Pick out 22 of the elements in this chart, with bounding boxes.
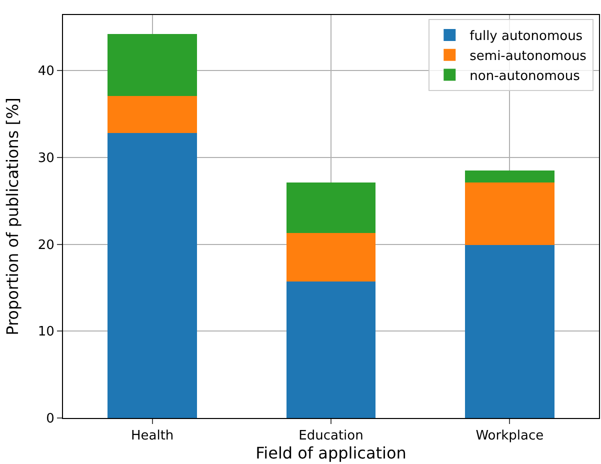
bar xyxy=(286,282,376,418)
bar xyxy=(286,233,376,282)
x-tick-label: Health xyxy=(130,428,174,444)
bar xyxy=(465,170,554,183)
y-tick-label: 0 xyxy=(46,412,54,427)
x-tick-label: Education xyxy=(298,428,364,444)
legend-label: non-autonomous xyxy=(470,68,580,84)
bar xyxy=(108,133,197,418)
bar xyxy=(286,182,376,233)
legend-label: semi-autonomous xyxy=(470,48,587,64)
y-tick-label: 40 xyxy=(38,64,54,80)
y-axis-title: Proportion of publications [%] xyxy=(2,98,22,336)
bar xyxy=(465,245,554,418)
bar xyxy=(108,96,197,134)
x-tick-label: Workplace xyxy=(476,428,544,444)
y-tick-label: 20 xyxy=(38,238,54,253)
legend-label: fully autonomous xyxy=(470,29,583,44)
y-tick-label: 10 xyxy=(38,324,54,340)
bar xyxy=(465,182,554,246)
y-tick-label: 30 xyxy=(38,150,54,166)
bar xyxy=(108,34,197,96)
x-axis-title: Field of application xyxy=(256,444,406,463)
